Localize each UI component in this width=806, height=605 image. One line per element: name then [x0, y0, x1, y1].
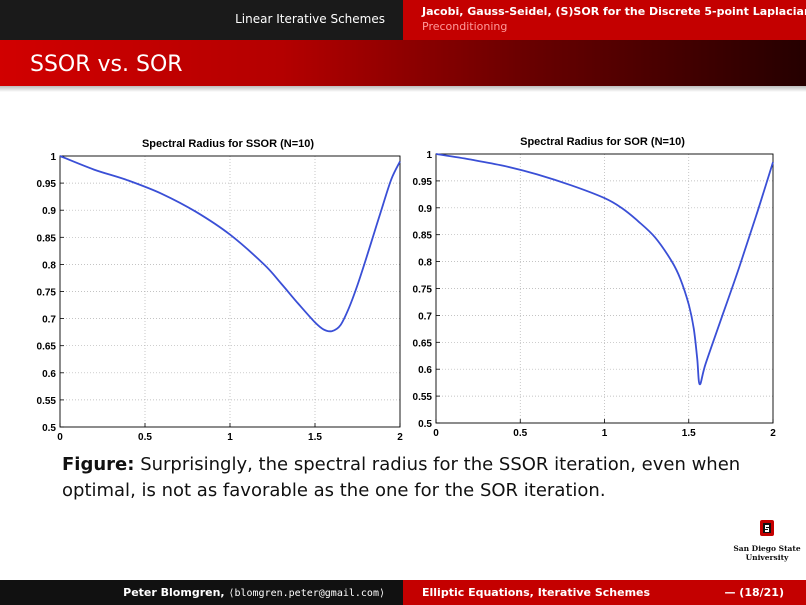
header-bar: Linear Iterative Schemes Jacobi, Gauss-S… — [0, 0, 806, 40]
page-number: — (18/21) — [724, 586, 784, 599]
y-tick-label: 0.65 — [413, 338, 433, 349]
y-tick-label: 0.5 — [42, 423, 56, 434]
y-tick-label: 0.7 — [42, 315, 56, 326]
header-right: Jacobi, Gauss-Seidel, (S)SOR for the Dis… — [403, 0, 806, 40]
ssor-chart: 0 0.5 1 1.5 20.50.550.60.650.70.750.80.850.9… — [37, 138, 404, 443]
figure-caption: Figure: Surprisingly, the spectral radiu… — [62, 452, 762, 504]
x-tick-label: 0.5 — [138, 432, 152, 443]
footer-author: Peter Blomgren, ⟨blomgren.peter@gmail.co… — [123, 586, 385, 599]
footer-bar: Peter Blomgren, ⟨blomgren.peter@gmail.co… — [0, 580, 806, 605]
sor-chart: 0 0.5 1 1.5 20.50.550.60.650.70.750.80.850.9… — [413, 136, 777, 439]
frame-title: SSOR vs. SOR — [30, 52, 183, 77]
footer-left: Peter Blomgren, ⟨blomgren.peter@gmail.co… — [0, 580, 403, 605]
svg-text:San Diego State: San Diego State — [733, 544, 801, 553]
x-tick-label: 2 — [770, 428, 776, 439]
y-tick-label: 0.95 — [37, 179, 57, 190]
caption-text: Surprisingly, the spectral radius for th… — [62, 454, 741, 501]
y-tick-label: 0.9 — [418, 204, 432, 215]
subsubsection-title[interactable]: Preconditioning — [422, 20, 508, 33]
y-tick-label: 1 — [426, 150, 432, 161]
y-tick-label: 0.8 — [418, 258, 432, 269]
y-tick-label: 1 — [50, 152, 56, 163]
chart-title: Spectral Radius for SSOR (N=10) — [142, 138, 314, 150]
y-tick-label: 0.55 — [413, 392, 433, 403]
y-tick-label: 0.65 — [37, 342, 57, 353]
subsection-title[interactable]: Jacobi, Gauss-Seidel, (S)SOR for the Dis… — [422, 5, 806, 18]
frame-title-bar: SSOR vs. SOR — [0, 40, 806, 86]
x-tick-label: 1 — [602, 428, 608, 439]
footer-title: Elliptic Equations, Iterative Schemes — [422, 586, 651, 599]
author-email: ⟨blomgren.peter@gmail.com⟩ — [228, 588, 385, 599]
x-tick-label: 0 — [57, 432, 63, 443]
title-shadow — [0, 86, 806, 92]
series-line — [59, 155, 401, 333]
y-tick-label: 0.95 — [413, 177, 433, 188]
x-tick-label: 0.5 — [513, 428, 527, 439]
y-tick-label: 0.85 — [37, 233, 57, 244]
y-tick-label: 0.8 — [42, 260, 56, 271]
y-tick-label: 0.55 — [37, 396, 57, 407]
sdsu-logo: San Diego State University — [733, 520, 801, 562]
y-tick-label: 0.85 — [413, 231, 433, 242]
y-tick-label: 0.7 — [418, 311, 432, 322]
x-tick-label: 1.5 — [308, 432, 322, 443]
y-tick-label: 0.5 — [418, 419, 432, 430]
x-tick-label: 0 — [433, 428, 439, 439]
footer-right: Elliptic Equations, Iterative Schemes — … — [403, 580, 806, 605]
y-tick-label: 0.75 — [37, 288, 57, 299]
chart-title: Spectral Radius for SOR (N=10) — [520, 136, 685, 148]
x-tick-label: 1.5 — [682, 428, 696, 439]
caption-label: Figure: — [62, 454, 135, 475]
y-tick-label: 0.6 — [418, 365, 432, 376]
y-tick-label: 0.6 — [42, 369, 56, 380]
header-left: Linear Iterative Schemes — [0, 0, 403, 40]
section-title[interactable]: Linear Iterative Schemes — [235, 12, 385, 26]
x-tick-label: 1 — [227, 432, 233, 443]
y-tick-label: 0.75 — [413, 285, 433, 296]
series-line — [435, 153, 774, 386]
x-tick-label: 2 — [397, 432, 403, 443]
svg-text:University: University — [746, 553, 789, 562]
author-name: Peter Blomgren, — [123, 586, 225, 599]
y-tick-label: 0.9 — [42, 206, 56, 217]
